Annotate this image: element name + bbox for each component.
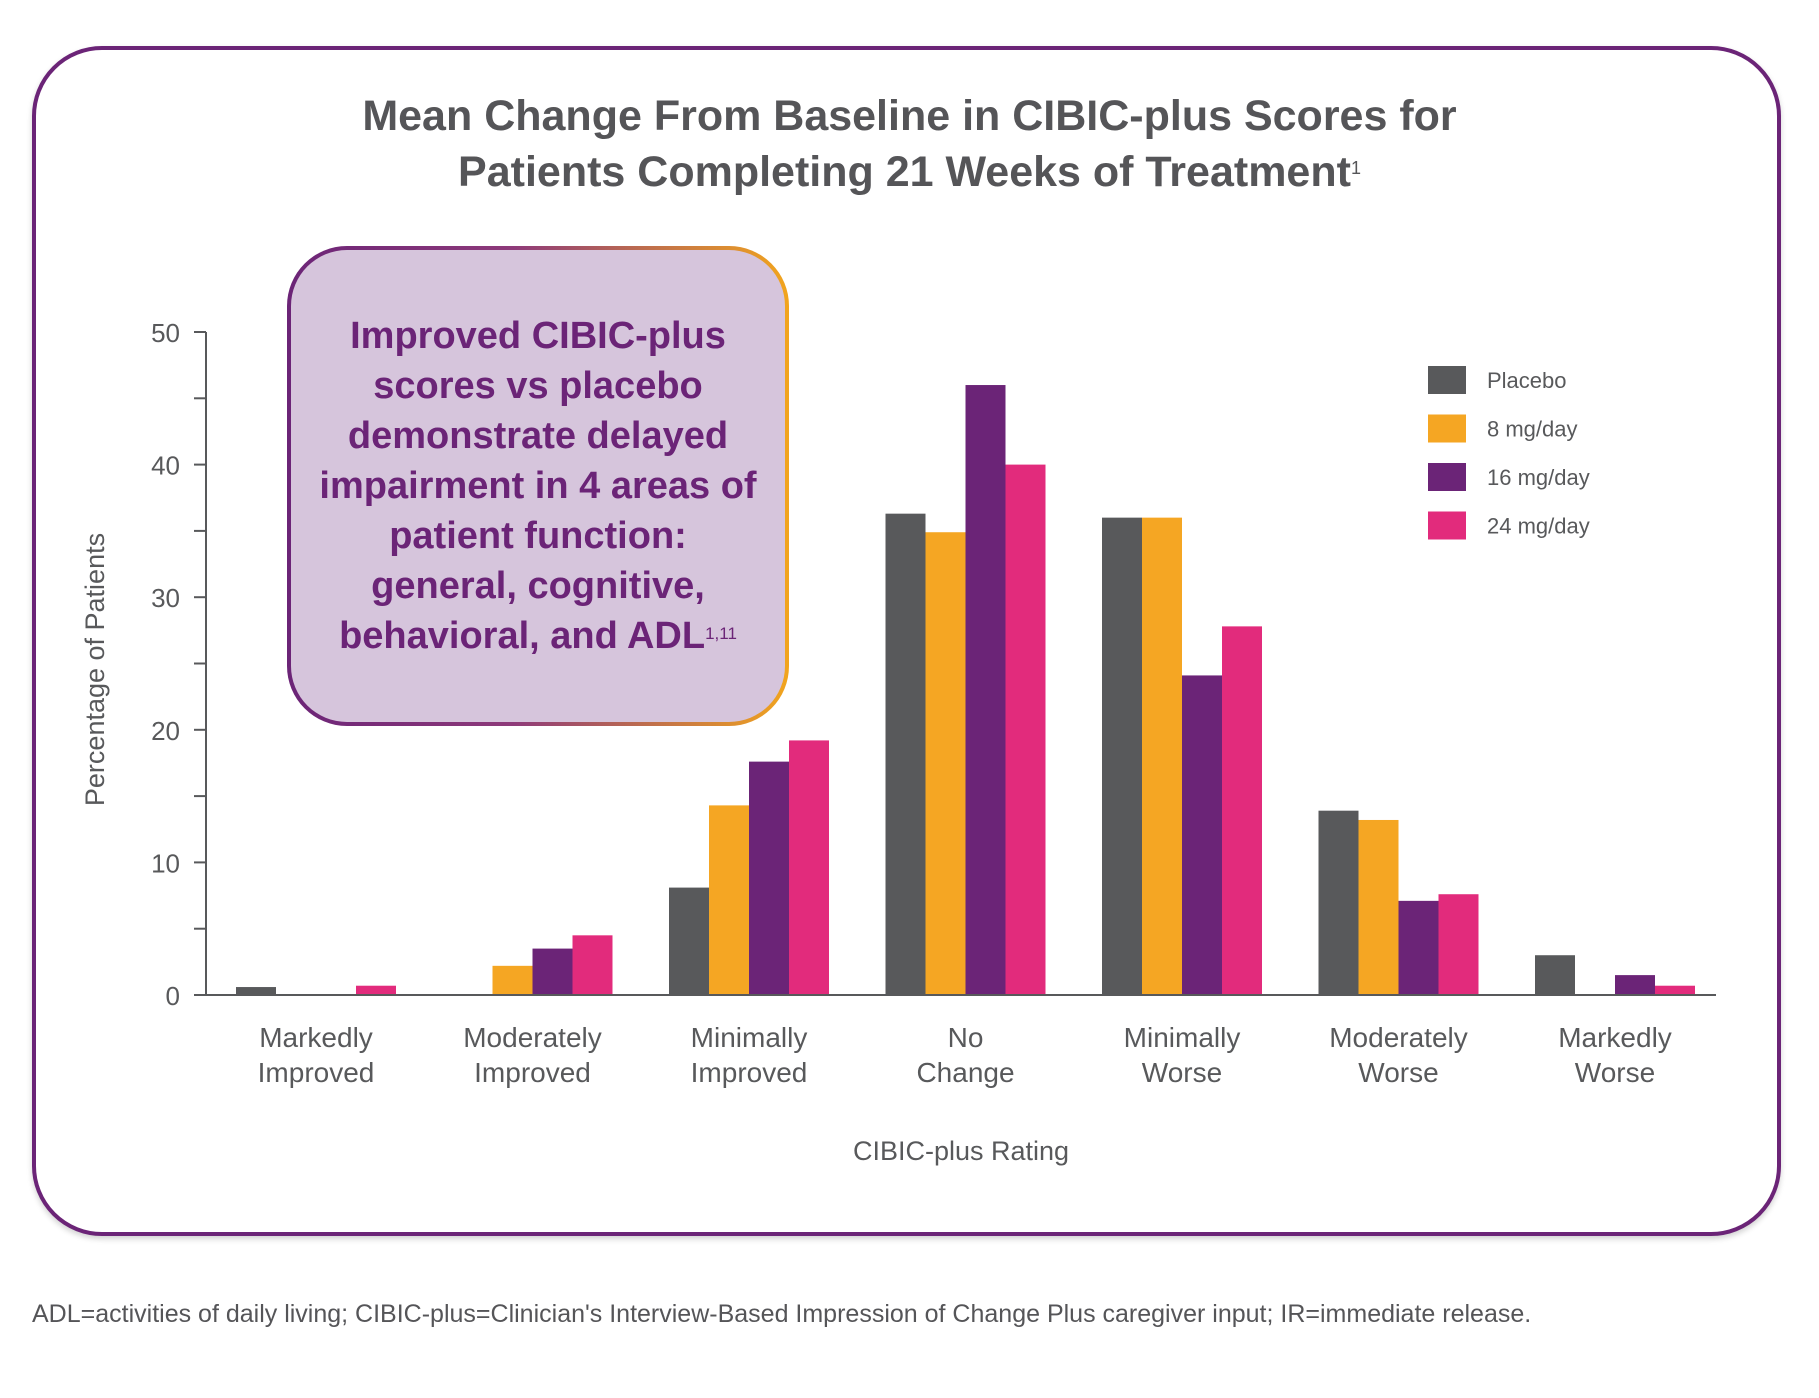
legend-swatch <box>1428 463 1466 491</box>
callout-reference: 1,11 <box>705 624 737 643</box>
y-tick-label: 40 <box>151 451 180 481</box>
callout-inner: Improved CIBIC-plus scores vs placebo de… <box>291 250 785 722</box>
bar <box>749 761 789 995</box>
x-tick-label: Moderately <box>1329 1022 1468 1053</box>
bar <box>1318 810 1359 995</box>
footnote: ADL=activities of daily living; CIBIC-pl… <box>32 1300 1532 1328</box>
chart-title: Mean Change From Baseline in CIBIC-plus … <box>0 88 1819 200</box>
callout-body: Improved CIBIC-plus scores vs placebo de… <box>319 315 757 657</box>
x-tick-label: Worse <box>1575 1057 1655 1088</box>
title-line-2-text: Patients Completing 21 Weeks of Treatmen… <box>458 148 1351 196</box>
x-tick-label: Worse <box>1142 1057 1222 1088</box>
bar <box>1182 675 1222 995</box>
x-tick-label: Improved <box>474 1057 591 1088</box>
bar <box>1222 626 1262 995</box>
legend-label: 24 mg/day <box>1487 514 1590 539</box>
title-line-2: Patients Completing 21 Weeks of Treatmen… <box>0 144 1819 200</box>
bar <box>356 985 396 995</box>
y-tick-label: 0 <box>166 981 180 1011</box>
bar <box>1102 517 1142 995</box>
x-tick-label: Markedly <box>1558 1022 1672 1053</box>
bar <box>965 385 1006 995</box>
callout-text: Improved CIBIC-plus scores vs placebo de… <box>317 311 759 661</box>
bar <box>885 513 926 995</box>
bar <box>1358 819 1399 995</box>
x-tick-label: Minimally <box>1124 1022 1241 1053</box>
legend-label: Placebo <box>1487 368 1567 393</box>
y-tick-label: 30 <box>151 583 180 613</box>
y-axis-title: Percentage of Patients <box>80 533 110 806</box>
bar <box>669 887 709 995</box>
bar <box>709 805 749 995</box>
bar <box>572 935 613 995</box>
legend-swatch <box>1428 366 1466 394</box>
bar <box>532 948 573 995</box>
y-tick-label: 50 <box>151 318 180 348</box>
x-tick-label: Improved <box>258 1057 375 1088</box>
title-reference: 1 <box>1350 158 1361 178</box>
bar <box>1615 975 1655 995</box>
title-line-1: Mean Change From Baseline in CIBIC-plus … <box>362 92 1457 140</box>
x-axis-title: CIBIC-plus Rating <box>853 1136 1069 1166</box>
x-tick-label: Markedly <box>259 1022 373 1053</box>
x-tick-label: No <box>948 1022 984 1053</box>
x-tick-label: Minimally <box>691 1022 808 1053</box>
x-tick-label: Moderately <box>463 1022 602 1053</box>
bar-chart: 0 10 20 30 40 50 Percentage of Patients Markedl… <box>80 318 1716 1166</box>
bar <box>1142 517 1182 995</box>
y-tick-label: 20 <box>151 716 180 746</box>
x-tick-label: Change <box>916 1057 1014 1088</box>
bar <box>492 965 533 995</box>
bar <box>1438 894 1479 995</box>
legend-swatch <box>1428 511 1466 540</box>
bar <box>925 532 966 995</box>
legend-swatch <box>1428 414 1466 443</box>
bar <box>1005 464 1046 996</box>
bar <box>1655 985 1695 995</box>
bar <box>1398 900 1439 995</box>
y-tick-label: 10 <box>151 848 180 878</box>
callout-box: Improved CIBIC-plus scores vs placebo de… <box>287 246 789 726</box>
legend-label: 16 mg/day <box>1487 465 1590 490</box>
bar <box>789 740 829 995</box>
legend-label: 8 mg/day <box>1487 417 1578 442</box>
x-tick-label: Improved <box>691 1057 808 1088</box>
bar <box>1535 955 1575 995</box>
x-tick-label: Worse <box>1358 1057 1438 1088</box>
bar <box>236 987 276 995</box>
